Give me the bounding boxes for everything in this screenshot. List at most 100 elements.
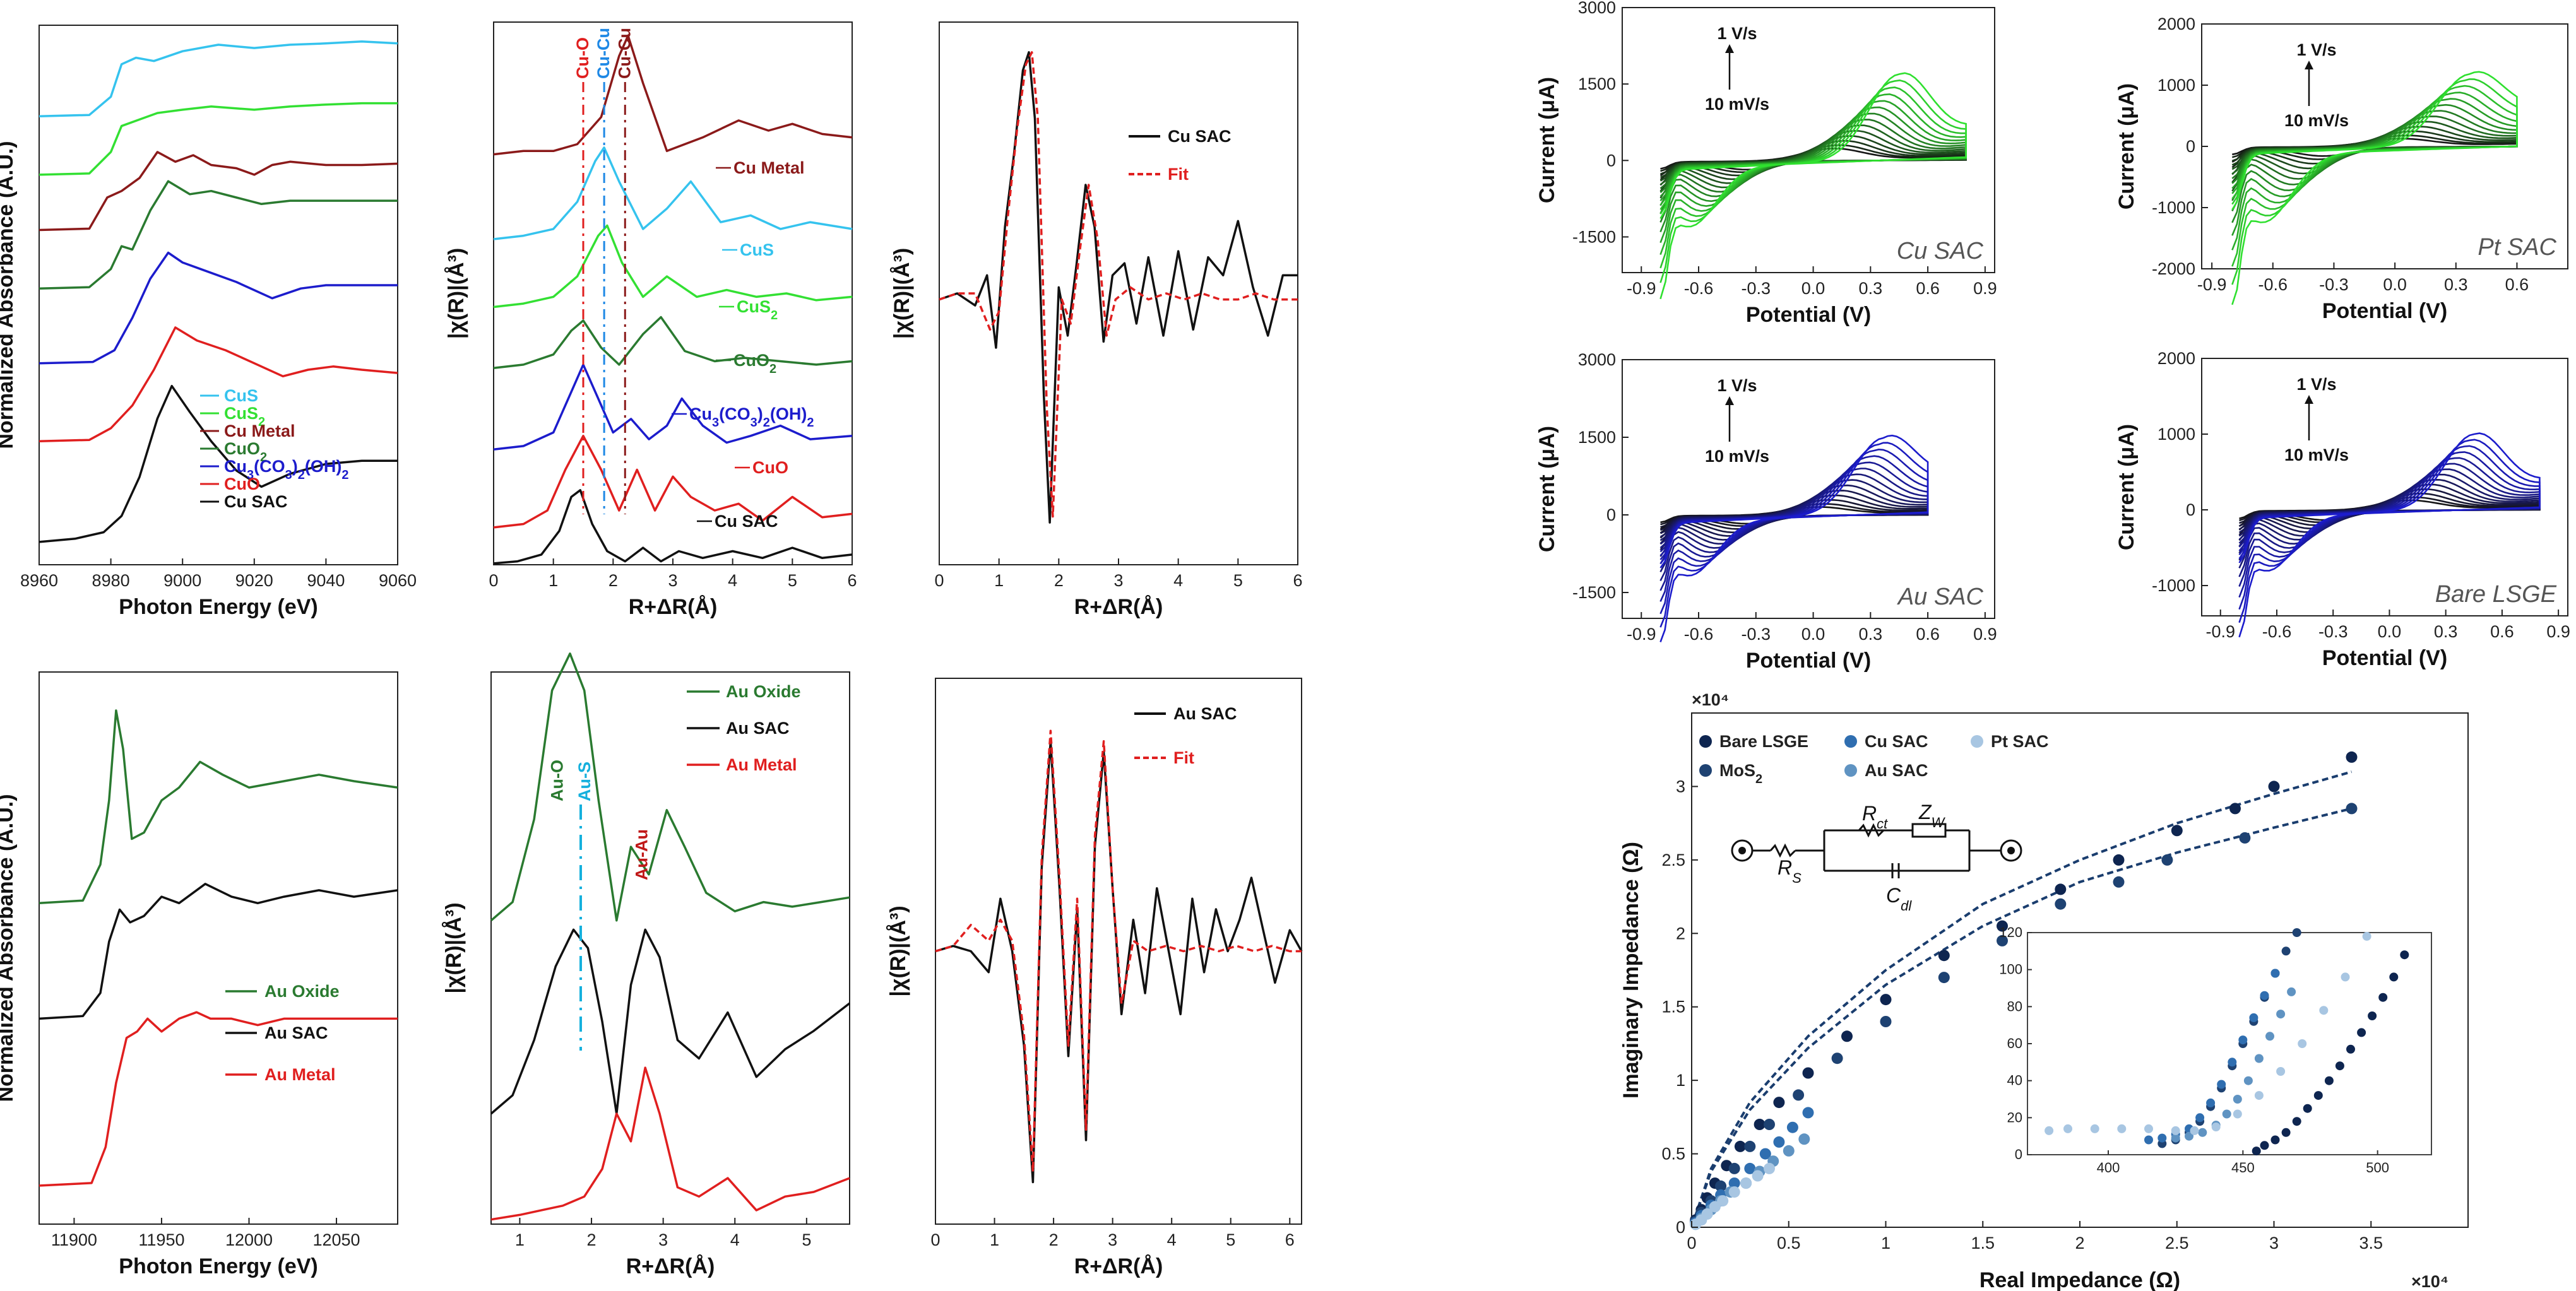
cu-ft-xtick-label: 3: [668, 571, 677, 590]
nyquist-inset-point: [2238, 1035, 2248, 1045]
cv-bare-arrow-bottom-label: 10 mV/s: [2284, 445, 2349, 464]
nyquist-inset-point: [2281, 1128, 2291, 1137]
au-xanes-legend-label: Au Metal: [264, 1065, 336, 1084]
nyquist-inset-point: [2389, 972, 2399, 982]
au-xanes-xtick-label: 12000: [225, 1230, 273, 1249]
cu-xanes-xtick-label: 8960: [20, 571, 58, 590]
cv-pt-arrow-bottom-label: 10 mV/s: [2284, 111, 2349, 130]
cv-cu-xtick-label: 0.6: [1916, 279, 1940, 298]
cu-ft-series-line: [493, 315, 853, 370]
nyquist-inset-point: [2249, 1013, 2258, 1022]
cv-au-arrow-bottom-label: 10 mV/s: [1705, 447, 1769, 466]
cv-cu-xtick-label: 0.9: [1973, 279, 1997, 298]
nyquist-legend-label: Pt SAC: [1991, 732, 2049, 751]
nyquist-legend-label: Bare LSGE: [1719, 732, 1808, 751]
cu-ft-xtick-label: 6: [847, 571, 857, 590]
nyquist-inset-point: [2341, 972, 2350, 982]
au-xanes-xtick-label: 11900: [51, 1230, 97, 1249]
nyquist-data-point: [1728, 1162, 1740, 1174]
cv-au-ytick-label: -1500: [1572, 583, 1616, 602]
nyquist-inset-point: [2303, 1104, 2312, 1113]
cu-ft-plot-frame: [493, 21, 853, 565]
circuit-terminal-right: [2000, 839, 2022, 862]
cv-cu-y-axis-title: Current (μA): [1535, 77, 1559, 203]
au-ft-bond-label: Au-Au: [632, 829, 651, 880]
cv-au-xtick-label: 0.0: [1801, 625, 1825, 644]
cv-cu-cv-curve: [1659, 100, 1967, 244]
au-fit-xtick-label: 3: [1108, 1230, 1117, 1249]
nyquist-inset-point: [2233, 1095, 2242, 1104]
circuit-element-label: Rct: [1862, 802, 1888, 832]
cv-pt-cv-curve: [2231, 78, 2518, 285]
nyquist-inset-point: [2260, 991, 2269, 1000]
cv-cu-arrow-bottom-label: 10 mV/s: [1705, 95, 1769, 114]
cv-cu-arrow-head: [1725, 44, 1734, 53]
cu-xanes-plot-frame: [39, 25, 398, 565]
cu-ft-series-line: [493, 224, 853, 309]
nyquist-data-point: [1841, 1030, 1853, 1042]
nyquist-data-point: [1773, 1136, 1785, 1148]
cu-ft-series-label: CuS2: [737, 297, 778, 322]
cv-bare-ytick-label: 0: [2186, 500, 2195, 519]
au-xanes-series-line: [39, 1011, 398, 1187]
cu-xanes-series-line: [39, 326, 398, 443]
nyquist-ytick-label: 3: [1676, 777, 1685, 796]
cu-xanes-series-line: [39, 151, 398, 232]
au-ft-series-line: [490, 652, 850, 922]
nyquist-inset-point: [2287, 987, 2296, 996]
au-xanes-legend-label: Au Oxide: [264, 982, 340, 1001]
cv-pt-arrow-head: [2305, 61, 2313, 69]
nyquist-inset-point: [2362, 931, 2371, 941]
au-fit-xtick-label: 6: [1285, 1230, 1295, 1249]
nyquist-data-point: [1831, 1052, 1843, 1064]
cv-pt-cv-curve: [2231, 85, 2518, 267]
nyquist-inset-ytick-label: 0: [2015, 1147, 2022, 1162]
cv-pt-xtick-label: 0.6: [2505, 275, 2529, 294]
nyquist-data-point: [2346, 803, 2358, 815]
au-ft-series-line: [490, 928, 851, 1115]
cv-bare-arrow-top-label: 1 V/s: [2296, 375, 2336, 394]
cv-pt-ytick-label: 2000: [2158, 15, 2195, 33]
cv-bare-xtick-label: 0.3: [2434, 622, 2458, 641]
nyquist-inset-point: [2254, 1091, 2264, 1100]
nyquist-data-point: [1744, 1140, 1756, 1152]
cv-cu-arrow-top-label: 1 V/s: [1717, 24, 1757, 43]
nyquist-ytick-label: 1.5: [1661, 998, 1685, 1017]
cv-bare-cv-curve: [2238, 432, 2541, 638]
nyquist-ytick-label: 2.5: [1661, 851, 1685, 870]
nyquist-data-point: [1759, 1148, 1771, 1160]
cu-xanes-series-line: [39, 102, 398, 176]
nyquist-legend-marker: [1699, 764, 1712, 777]
cu-ft-xtick-label: 1: [549, 571, 558, 590]
nyquist-inset-point: [2319, 1006, 2329, 1015]
nyquist-data-point: [1783, 1145, 1795, 1157]
cv-au-sample-label: Au SAC: [1897, 584, 1984, 610]
cv-au-xtick-label: 0.9: [1973, 625, 1997, 644]
cv-bare-ytick-label: 1000: [2158, 425, 2195, 444]
au-fit-xtick-label: 0: [930, 1230, 940, 1249]
au-xanes-series-line: [39, 709, 398, 905]
nyquist-data-point: [2239, 832, 2251, 844]
cu-xanes-series-line: [39, 180, 398, 290]
cu-xanes-legend-label: Cu SAC: [224, 492, 288, 511]
nyquist-xtick-label: 0.5: [1777, 1234, 1801, 1253]
nyquist-ytick-label: 0: [1676, 1218, 1685, 1237]
au-ft-plot-frame: [490, 671, 850, 1225]
circuit-element-label: Cdl: [1886, 884, 1912, 914]
nyquist-data-point: [1715, 1180, 1727, 1192]
nyquist-data-point: [1754, 1119, 1766, 1130]
cu-fit-series-line: [939, 51, 1298, 524]
au-ft-xtick-label: 5: [802, 1230, 811, 1249]
cv-cu-ytick-label: 1500: [1578, 74, 1616, 93]
cu-ft-series-label: Cu Metal: [733, 158, 805, 177]
nyquist-xtick-label: 0: [1687, 1234, 1696, 1253]
cu-ft-xtick-label: 4: [728, 571, 737, 590]
nyquist-legend-marker: [1844, 735, 1857, 748]
nyquist-data-point: [1802, 1067, 1814, 1079]
nyquist-inset-point: [2045, 1126, 2054, 1135]
nyquist-fit-line: [1690, 770, 2353, 1228]
cu-fit-xtick-label: 3: [1113, 571, 1123, 590]
nyquist-inset-point: [2292, 928, 2301, 937]
nyquist-data-point: [2113, 854, 2125, 866]
